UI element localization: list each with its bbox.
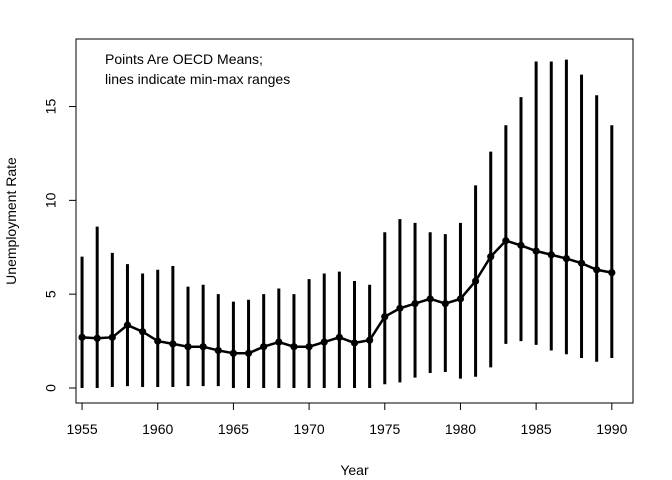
mean-point [441,299,449,308]
mean-point [608,268,616,277]
mean-point [411,299,419,308]
mean-point [305,343,313,351]
y-axis-label: Unemployment Rate [3,157,19,285]
x-axis-label: Year [340,462,369,478]
annotation-line-2: lines indicate min-max ranges [105,71,290,87]
mean-point [381,313,389,321]
mean-point [562,254,571,263]
x-axis: 1955 1960 1965 1970 1975 1980 1985 1990 [66,402,628,437]
mean-point [517,241,525,249]
mean-point [154,337,162,345]
y-tick-label: 10 [43,192,59,208]
mean-series [78,237,616,357]
mean-point [290,343,298,351]
mean-point [214,346,222,355]
mean-point [335,333,343,341]
mean-point [244,349,253,357]
x-tick-label: 1990 [596,421,627,437]
mean-point [487,253,495,261]
x-tick-label: 1970 [294,421,325,437]
mean-point [426,295,434,303]
mean-point [502,237,510,245]
y-tick-label: 5 [43,290,59,298]
range-lines [80,59,614,388]
mean-point [108,333,116,341]
mean-point [138,328,147,336]
annotation-line-1: Points Are OECD Means; [105,51,263,67]
mean-point [199,343,207,351]
y-tick-label: 15 [43,99,59,115]
mean-point [547,251,555,259]
x-tick-label: 1960 [142,421,173,437]
x-tick-label: 1980 [445,421,476,437]
mean-point [532,247,540,255]
mean-point [123,321,132,329]
mean-line [81,239,613,355]
mean-point [577,259,586,267]
mean-point [229,349,238,357]
mean-point [471,277,480,285]
y-tick-label: 0 [43,384,59,392]
mean-point [169,340,177,348]
y-axis: 0 5 10 15 [43,99,77,392]
mean-point [184,343,192,351]
x-tick-label: 1965 [218,421,249,437]
mean-point [275,338,283,346]
x-tick-label: 1975 [369,421,400,437]
mean-point [93,334,101,342]
x-tick-label: 1955 [66,421,97,437]
mean-point [456,295,465,303]
mean-point [260,343,268,351]
mean-point [350,339,359,347]
mean-point [366,336,374,344]
mean-point [396,304,404,312]
x-tick-label: 1985 [521,421,552,437]
mean-point [320,338,328,346]
mean-point [593,266,601,274]
mean-point [78,333,86,341]
